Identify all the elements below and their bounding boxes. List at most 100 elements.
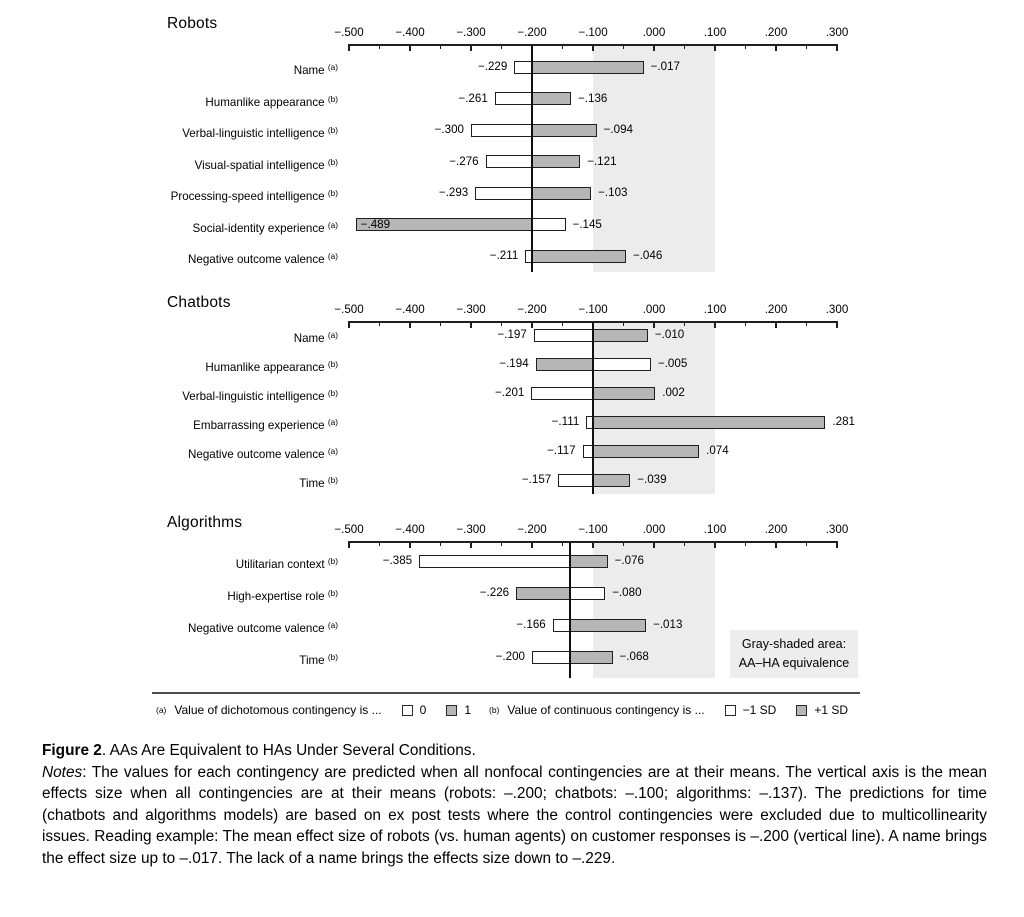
value-label: −.166 (516, 618, 546, 631)
value-label: −.385 (382, 554, 413, 567)
x-axis-tick-label: .300 (825, 303, 849, 316)
row-label-superscript: (a) (327, 219, 338, 230)
bar-white-social-identity-experience (532, 218, 566, 231)
row-label-humanlike-appearance: Humanlike appearance (b) (205, 93, 338, 109)
bar-white-visual-spatial-intelligence (485, 155, 532, 168)
row-label-social-identity-experience: Social-identity experience (a) (192, 219, 338, 235)
x-axis-tick-label: −.100 (578, 303, 608, 316)
mean-line-robots (531, 45, 533, 272)
legend-group-b: (b) Value of continuous contingency is ..… (489, 703, 848, 717)
row-label-time: Time (b) (299, 652, 338, 667)
x-axis-tick (348, 541, 350, 548)
x-axis-tick-label: −.100 (578, 26, 608, 39)
panel-title-robots: Robots (167, 15, 218, 32)
row-label-high-expertise-role: High-expertise role (b) (227, 588, 338, 603)
row-label-verbal-linguistic-intelligence: Verbal-linguistic intelligence (b) (182, 125, 338, 140)
row-label-superscript: (b) (327, 556, 338, 566)
x-axis-tick (622, 44, 625, 49)
row-label-superscript: (b) (327, 359, 338, 369)
row-label-negative-outcome-valence: Negative outcome valence (a) (188, 251, 338, 266)
row-label-superscript: (b) (327, 475, 338, 485)
x-axis-tick-label: −.500 (334, 303, 364, 316)
x-axis-tick-label: −.300 (456, 523, 486, 536)
bar-white-verbal-linguistic-intelligence (531, 386, 593, 400)
x-axis-tick-label: .100 (703, 303, 727, 316)
legend-swatch-gray (446, 704, 458, 716)
row-label-name: Name (a) (293, 330, 338, 345)
legend-text: Value of dichotomous contingency is ... (174, 703, 382, 717)
x-axis-tick (470, 321, 472, 328)
legend-swatch-white (401, 704, 413, 716)
x-axis-tick-label: .300 (825, 523, 849, 536)
legend-swatch-label: 1 (464, 703, 471, 717)
x-axis-tick-label: .100 (703, 523, 727, 536)
equivalence-note-box: Gray-shaded area: AA–HA equivalence (730, 630, 858, 678)
x-axis-tick-label: .200 (764, 303, 788, 316)
bar-gray-negative-outcome-valence (532, 249, 626, 263)
x-axis-tick (714, 44, 716, 51)
x-axis-tick (409, 541, 411, 548)
value-label: −.157 (521, 473, 552, 486)
bar-gray-negative-outcome-valence (593, 444, 700, 458)
x-axis-tick (439, 44, 442, 49)
x-axis-tick (836, 321, 838, 328)
value-label: −.194 (499, 357, 529, 370)
row-label-superscript: (a) (327, 417, 338, 427)
x-axis-tick (531, 541, 533, 548)
bar-white-humanlike-appearance (494, 92, 532, 105)
x-axis-tick (378, 321, 381, 326)
value-label: .002 (662, 386, 685, 399)
x-axis-tick-label: .000 (642, 523, 666, 536)
value-label: .281 (832, 415, 855, 428)
x-axis-tick (409, 44, 411, 51)
row-label-superscript: (b) (327, 652, 338, 662)
bar-white-name (533, 328, 593, 342)
x-axis-tick-label: .000 (642, 303, 666, 316)
value-label: −.276 (449, 154, 479, 168)
x-axis-tick (439, 321, 442, 326)
equivalence-note-line1: Gray-shaded area: (741, 637, 847, 651)
x-axis-tick (409, 321, 411, 328)
row-label-time: Time (b) (299, 475, 338, 490)
bar-white-utilitarian-context (419, 554, 571, 568)
x-axis-tick (836, 44, 838, 51)
row-label-embarrassing-experience: Embarrassing experience (a) (193, 417, 338, 432)
legend-text: Value of continuous contingency is ... (507, 703, 705, 717)
row-label-name: Name (a) (293, 62, 338, 77)
x-axis-tick (439, 541, 442, 546)
bar-gray-visual-spatial-intelligence (532, 155, 581, 168)
mean-line-algorithms (569, 542, 572, 678)
x-axis-tick (744, 44, 747, 49)
x-axis-tick (805, 321, 808, 326)
row-label-superscript: (a) (327, 62, 338, 72)
x-axis-tick (622, 541, 625, 546)
value-label: −.300 (434, 123, 464, 136)
legend-swatch-white (724, 704, 736, 716)
value-label: −.200 (495, 650, 525, 663)
row-label-superscript: (b) (327, 93, 338, 104)
x-axis-tick (775, 321, 777, 328)
x-axis-tick (592, 541, 594, 548)
value-label: −.121 (587, 154, 617, 168)
x-axis-tick (378, 44, 381, 49)
figure-caption: Figure 2. AAs Are Equivalent to HAs Unde… (42, 740, 987, 869)
equivalence-band-chatbots (593, 322, 715, 494)
value-label: −.111 (551, 415, 580, 428)
x-axis-tick-label: −.300 (456, 26, 486, 39)
x-axis-tick (744, 321, 747, 326)
row-label-humanlike-appearance: Humanlike appearance (b) (205, 359, 338, 374)
bar-gray-time (570, 650, 613, 664)
bar-gray-processing-speed-intelligence (532, 186, 592, 200)
bar-white-time (558, 473, 593, 487)
x-axis-tick (500, 541, 503, 546)
x-axis-tick-label: −.100 (578, 523, 608, 536)
legend-swatch-gray (796, 704, 808, 716)
value-label: −.039 (637, 473, 667, 486)
row-label-superscript: (a) (327, 446, 338, 456)
bar-gray-humanlike-appearance (535, 357, 593, 371)
legend-swatch-label: −1 SD (742, 703, 777, 717)
bar-gray-embarrassing-experience (593, 415, 826, 429)
x-axis-tick (378, 541, 381, 546)
x-axis-tick-label: .300 (825, 26, 849, 39)
bar-gray-name (532, 60, 644, 74)
